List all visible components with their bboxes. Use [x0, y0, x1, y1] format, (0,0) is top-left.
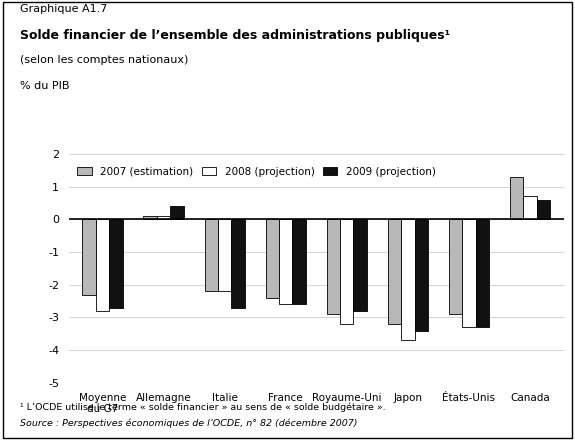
- Bar: [218, 220, 231, 291]
- Bar: [536, 200, 550, 220]
- Text: Source : Perspectives économiques de l’OCDE, n° 82 (décembre 2007): Source : Perspectives économiques de l’O…: [20, 419, 358, 429]
- Bar: [388, 220, 401, 324]
- Text: % du PIB: % du PIB: [20, 81, 70, 92]
- Bar: [354, 220, 367, 311]
- Bar: [96, 220, 109, 311]
- Bar: [523, 197, 536, 220]
- Bar: [476, 220, 489, 327]
- Legend: 2007 (estimation), 2008 (projection), 2009 (projection): 2007 (estimation), 2008 (projection), 20…: [74, 164, 439, 180]
- Bar: [266, 220, 279, 298]
- Bar: [510, 177, 523, 220]
- Text: ¹ L’OCDE utilise le terme « solde financier » au sens de « solde budgétaire ».: ¹ L’OCDE utilise le terme « solde financ…: [20, 403, 386, 412]
- Bar: [293, 220, 306, 304]
- Bar: [415, 220, 428, 330]
- Bar: [231, 220, 245, 308]
- Bar: [109, 220, 122, 308]
- Bar: [144, 216, 157, 220]
- Bar: [462, 220, 476, 327]
- Bar: [170, 206, 184, 220]
- Bar: [157, 216, 170, 220]
- Text: (selon les comptes nationaux): (selon les comptes nationaux): [20, 55, 189, 65]
- Text: Solde financier de l’ensemble des administrations publiques¹: Solde financier de l’ensemble des admini…: [20, 29, 450, 42]
- Bar: [340, 220, 354, 324]
- Text: Graphique A1.7: Graphique A1.7: [20, 4, 108, 15]
- Bar: [401, 220, 415, 340]
- Bar: [205, 220, 218, 291]
- Bar: [327, 220, 340, 314]
- Bar: [82, 220, 96, 294]
- Bar: [448, 220, 462, 314]
- Bar: [279, 220, 293, 304]
